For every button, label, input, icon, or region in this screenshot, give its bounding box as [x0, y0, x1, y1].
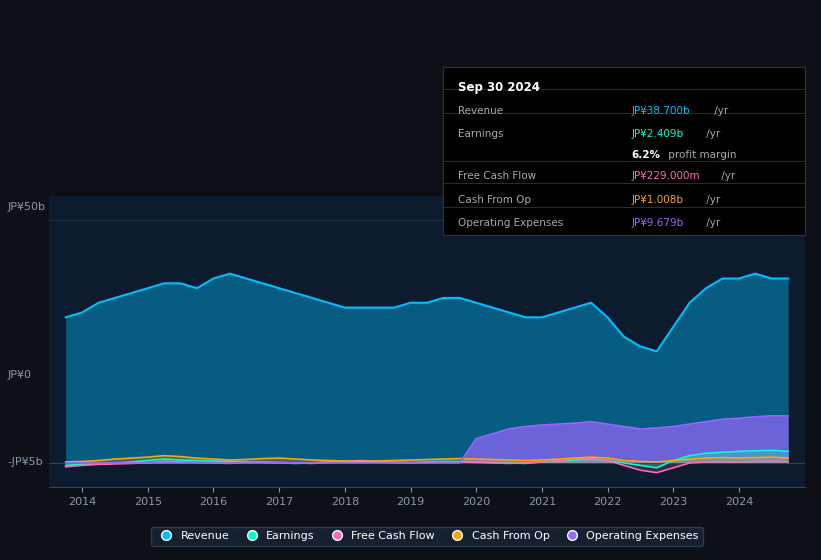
Text: Earnings: Earnings: [458, 129, 503, 139]
Text: Sep 30 2024: Sep 30 2024: [458, 81, 539, 94]
Text: JP¥38.700b: JP¥38.700b: [631, 106, 690, 116]
Text: Free Cash Flow: Free Cash Flow: [458, 171, 536, 181]
Text: JP¥229.000m: JP¥229.000m: [631, 171, 699, 181]
Text: /yr: /yr: [703, 218, 720, 228]
Text: Operating Expenses: Operating Expenses: [458, 218, 563, 228]
Text: JP¥1.008b: JP¥1.008b: [631, 195, 683, 205]
Text: /yr: /yr: [703, 195, 720, 205]
Text: 6.2%: 6.2%: [631, 150, 660, 160]
Legend: Revenue, Earnings, Free Cash Flow, Cash From Op, Operating Expenses: Revenue, Earnings, Free Cash Flow, Cash …: [151, 527, 703, 545]
Text: /yr: /yr: [718, 171, 736, 181]
Text: JP¥9.679b: JP¥9.679b: [631, 218, 683, 228]
Text: /yr: /yr: [703, 129, 720, 139]
Text: JP¥50b: JP¥50b: [7, 202, 46, 212]
Text: Revenue: Revenue: [458, 106, 503, 116]
Text: -JP¥5b: -JP¥5b: [7, 457, 44, 467]
Text: profit margin: profit margin: [665, 150, 736, 160]
Text: /yr: /yr: [711, 106, 728, 116]
Text: Cash From Op: Cash From Op: [458, 195, 531, 205]
Text: JP¥2.409b: JP¥2.409b: [631, 129, 683, 139]
Text: JP¥0: JP¥0: [7, 370, 32, 380]
